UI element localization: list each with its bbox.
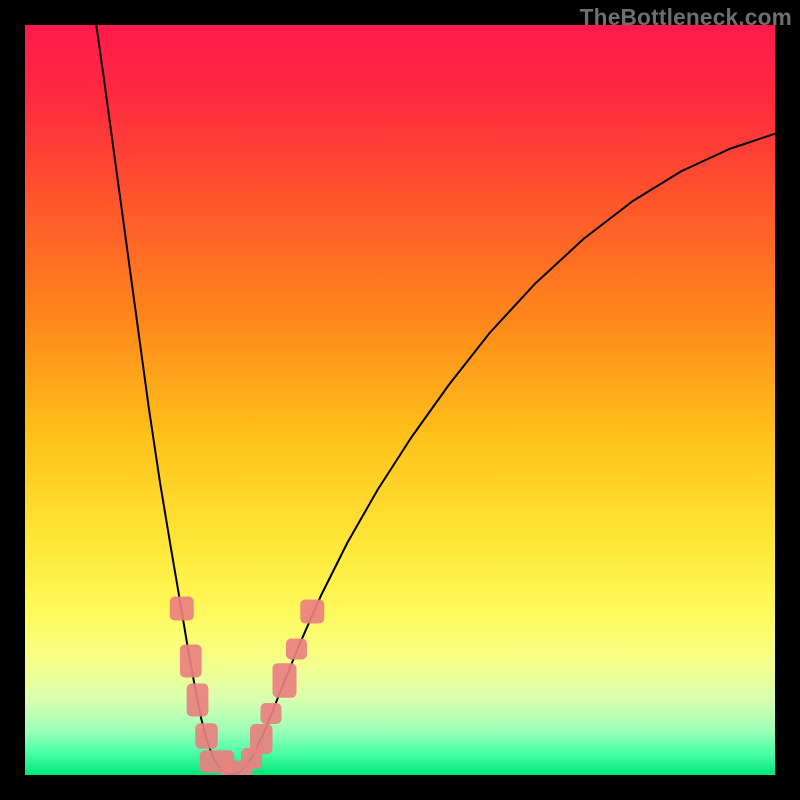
curve-marker xyxy=(300,600,324,624)
bottleneck-curve-svg xyxy=(25,25,775,775)
curve-marker xyxy=(195,723,218,749)
chart-container: TheBottleneck.com xyxy=(0,0,800,800)
curve-marker xyxy=(187,684,209,717)
marker-layer xyxy=(170,597,325,776)
curve-marker xyxy=(261,703,282,724)
curve-marker xyxy=(180,645,202,678)
curve-right xyxy=(232,134,775,775)
curve-left xyxy=(96,25,232,775)
curve-marker xyxy=(286,639,307,660)
curve-marker xyxy=(273,663,297,698)
curve-marker xyxy=(250,724,273,754)
plot-area xyxy=(25,25,775,775)
curve-marker xyxy=(170,597,194,621)
